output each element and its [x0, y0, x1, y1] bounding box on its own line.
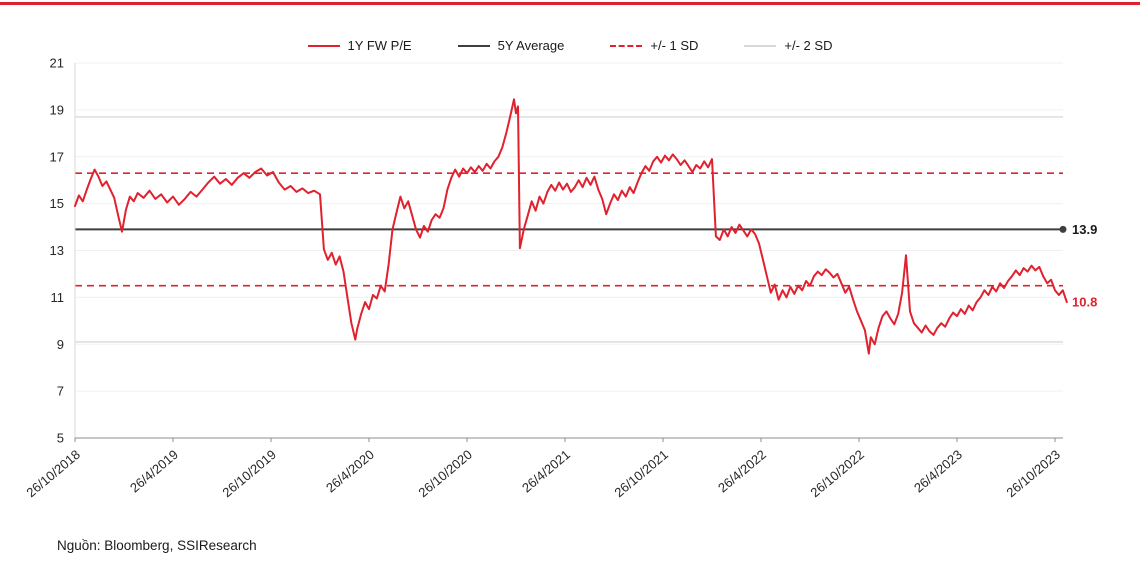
x-tick-label: 26/10/2020 [415, 447, 474, 500]
x-tick-label: 26/10/2018 [23, 447, 82, 500]
sd1-line-swatch-icon [610, 44, 643, 47]
x-tick-label: 26/10/2023 [1003, 447, 1062, 500]
x-tick-label: 26/4/2019 [127, 447, 181, 496]
legend-item-plus-minus-2sd: +/- 2 SD [744, 38, 832, 53]
last-value-label: 10.8 [1072, 295, 1097, 310]
legend-item-5y-average: 5Y Average [457, 38, 565, 53]
legend-label-1y-fw-pe: 1Y FW P/E [347, 38, 412, 53]
y-tick-label: 5 [57, 431, 64, 446]
pe-line-swatch-icon [307, 44, 340, 47]
average-line-swatch-icon [457, 44, 490, 47]
pe-series-line [74, 98, 1068, 355]
average-line-end-dot [1059, 225, 1067, 233]
y-tick-label: 19 [50, 102, 64, 117]
y-tick-label: 17 [50, 149, 64, 164]
legend-item-plus-minus-1sd: +/- 1 SD [610, 38, 698, 53]
y-tick-label: 11 [51, 290, 65, 305]
source-note: Nguồn: Bloomberg, SSIResearch [57, 538, 257, 553]
y-tick-label: 21 [50, 56, 64, 71]
y-tick-label: 13 [50, 243, 64, 258]
x-tick-label: 26/4/2020 [323, 447, 377, 496]
y-tick-label: 15 [50, 196, 64, 211]
y-tick-label: 7 [57, 384, 64, 399]
x-tick-label: 26/10/2019 [219, 447, 278, 500]
top-red-rule [0, 2, 1140, 5]
x-tick-label: 26/10/2021 [611, 447, 670, 500]
y-tick-label: 9 [57, 337, 64, 352]
legend-label-plus-minus-2sd: +/- 2 SD [784, 38, 833, 53]
legend-item-1y-fw-pe: 1Y FW P/E [307, 38, 412, 53]
x-tick-label: 26/10/2022 [807, 447, 866, 500]
sd2-line-swatch-icon [744, 44, 777, 47]
average-value-label: 13.9 [1072, 222, 1097, 237]
x-tick-label: 26/4/2022 [715, 447, 769, 496]
legend-label-plus-minus-1sd: +/- 1 SD [650, 38, 699, 53]
chart-legend: 1Y FW P/E 5Y Average +/- 1 SD +/- 2 SD [0, 38, 1140, 53]
x-tick-label: 26/4/2023 [911, 447, 965, 496]
x-tick-label: 26/4/2021 [519, 447, 573, 496]
legend-label-5y-average: 5Y Average [497, 38, 565, 53]
